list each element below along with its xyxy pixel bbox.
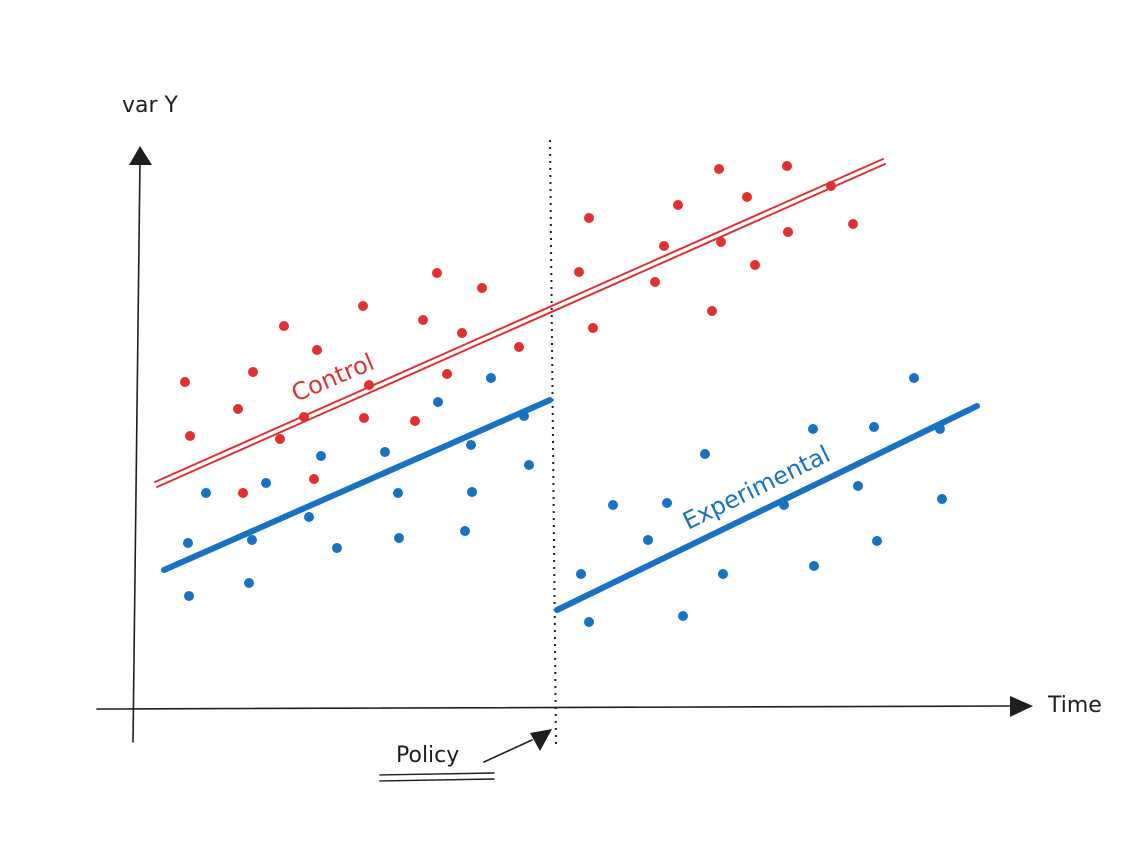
control-point-post	[584, 213, 594, 223]
control-point-post	[659, 241, 669, 251]
experimental-point-pre	[247, 535, 257, 545]
experimental-point-pre	[316, 451, 326, 461]
experimental-point-pre	[304, 512, 314, 522]
control-point-pre	[185, 431, 195, 441]
x-axis-arrow	[1010, 696, 1033, 717]
experimental-point-post	[718, 569, 728, 579]
experimental-point-pre	[524, 460, 534, 470]
experimental-point-post	[853, 481, 863, 491]
axes	[96, 159, 1014, 743]
experimental-point-pre	[393, 488, 403, 498]
experimental-point-post	[779, 500, 789, 510]
experimental-point-pre	[332, 543, 342, 553]
experimental-point-pre	[183, 538, 193, 548]
control-point-pre	[418, 315, 428, 325]
control-point-post	[716, 237, 726, 247]
experimental-point-pre	[460, 526, 470, 536]
experimental-point-pre	[486, 373, 496, 383]
experimental-point-pre	[380, 447, 390, 457]
experimental-point-pre	[394, 533, 404, 543]
experimental-point-pre	[433, 397, 443, 407]
control-point-post	[714, 164, 724, 174]
control-point-pre	[309, 474, 319, 484]
experimental-point-pre	[261, 478, 271, 488]
experimental-point-post	[808, 424, 818, 434]
y-axis-arrow	[129, 146, 152, 165]
control-points	[180, 161, 858, 498]
experimental-point-post	[608, 500, 618, 510]
policy-arrowhead-icon	[530, 729, 552, 751]
control-point-pre	[248, 367, 258, 377]
experimental-point-post	[678, 611, 688, 621]
control-point-pre	[442, 369, 452, 379]
experimental-point-post	[643, 535, 653, 545]
control-label: Control	[287, 348, 378, 408]
experimental-point-pre	[519, 411, 529, 421]
experimental-point-post	[909, 373, 919, 383]
experimental-point-pre	[467, 487, 477, 497]
experimental-point-pre	[244, 578, 254, 588]
experimental-point-post	[662, 498, 672, 508]
experimental-point-post	[937, 494, 947, 504]
control-point-pre	[233, 404, 243, 414]
control-point-pre	[477, 283, 487, 293]
control-point-post	[707, 306, 717, 316]
control-point-pre	[457, 328, 467, 338]
control-point-post	[826, 181, 836, 191]
y-axis-label: var Y	[122, 93, 179, 118]
control-point-pre	[279, 321, 289, 331]
control-point-pre	[312, 345, 322, 355]
experimental-trend-line-pre	[161, 397, 553, 573]
control-point-pre	[359, 413, 369, 423]
control-point-post	[750, 260, 760, 270]
control-point-post	[673, 200, 683, 210]
experimental-point-post	[872, 536, 882, 546]
control-point-post	[650, 277, 660, 287]
y-axis-line	[132, 159, 141, 743]
control-point-pre	[180, 377, 190, 387]
control-point-pre	[432, 268, 442, 278]
control-point-post	[782, 161, 792, 171]
experimental-point-pre	[201, 488, 211, 498]
control-point-pre	[514, 342, 524, 352]
experimental-point-post	[935, 424, 945, 434]
control-point-post	[574, 267, 584, 277]
experimental-point-post	[700, 449, 710, 459]
control-point-pre	[238, 488, 248, 498]
experimental-point-pre	[466, 440, 476, 450]
x-axis-label: Time	[1047, 693, 1102, 718]
control-point-pre	[299, 412, 309, 422]
control-point-post	[742, 192, 752, 202]
control-point-post	[783, 227, 793, 237]
control-point-post	[588, 323, 598, 333]
policy-divider-line	[549, 139, 557, 746]
policy-pointer-arrow	[483, 739, 533, 763]
control-point-pre	[410, 416, 420, 426]
experimental-point-post	[576, 569, 586, 579]
control-trend-line	[154, 158, 886, 488]
control-point-pre	[364, 380, 374, 390]
control-point-pre	[358, 301, 368, 311]
experimental-point-post	[809, 561, 819, 571]
experimental-point-pre	[184, 591, 194, 601]
policy-label: Policy	[396, 743, 459, 768]
experimental-points	[183, 373, 947, 627]
experimental-trend-line-post	[554, 403, 980, 613]
control-point-post	[848, 219, 858, 229]
control-point-pre	[275, 434, 285, 444]
policy-underline	[379, 772, 495, 782]
experimental-point-post	[869, 422, 879, 432]
experimental-point-post	[584, 617, 594, 627]
